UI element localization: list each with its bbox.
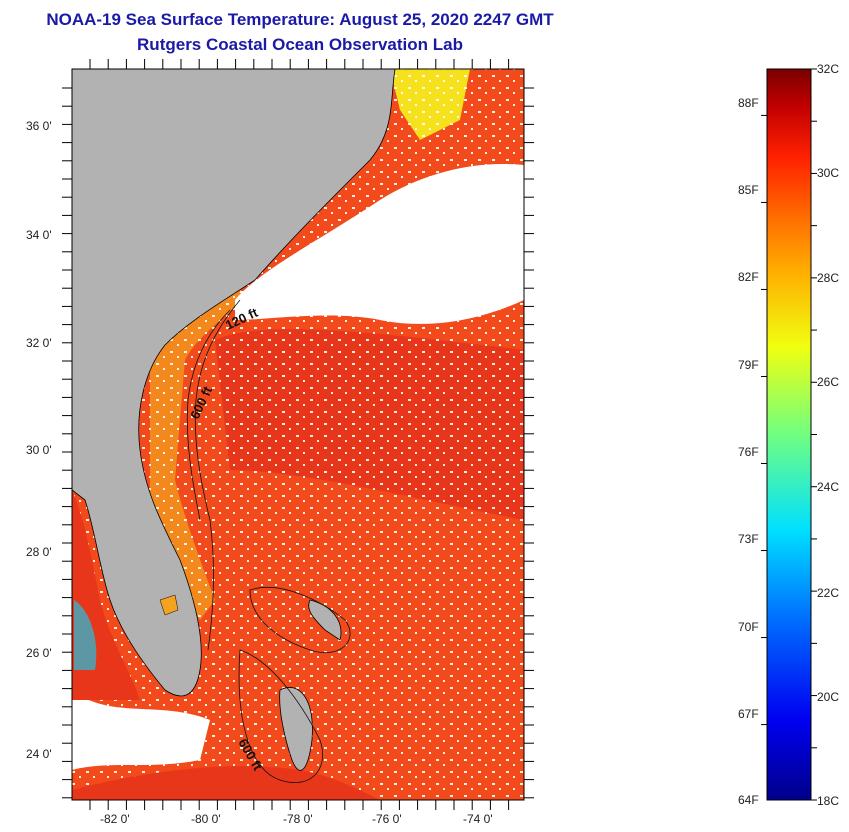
- lat-label: 24 0': [26, 747, 52, 761]
- great-bahama-bank-contour: [238, 649, 323, 783]
- lat-label: 26 0': [26, 646, 52, 660]
- colorbar-f-label: 67F: [738, 707, 759, 721]
- bahama-bank-contour: [249, 586, 351, 654]
- southern-waters: [72, 766, 380, 800]
- colorbar-f-label: 82F: [738, 270, 759, 284]
- map-subtitle: Rutgers Coastal Ocean Observation Lab: [137, 35, 463, 54]
- lat-label: 30 0': [26, 443, 52, 457]
- colorbar-c-label: 26C: [817, 375, 840, 389]
- lon-label: -78 0': [283, 812, 313, 826]
- map-title: NOAA-19 Sea Surface Temperature: August …: [46, 10, 554, 29]
- colorbar-c-label: 24C: [817, 480, 840, 494]
- colorbar-c-label: 28C: [817, 271, 840, 285]
- depth-contour-120ft: [186, 309, 231, 521]
- colorbar-c-label: 22C: [817, 586, 840, 600]
- map-ticks: [62, 59, 534, 810]
- colorbar-c-label: 18C: [817, 794, 840, 808]
- colorbar-c-label: 20C: [817, 690, 840, 704]
- lat-label: 32 0': [26, 336, 52, 350]
- colorbar-c-label: 32C: [817, 62, 840, 76]
- lon-label: -82 0': [100, 812, 130, 826]
- us-landmass: [72, 69, 396, 697]
- colorbar-f-label: 73F: [738, 532, 759, 546]
- map-frame: [71, 68, 525, 801]
- lake-okeechobee: [159, 594, 179, 616]
- colorbar-c-label: 30C: [817, 166, 840, 180]
- colorbar-f-label: 70F: [738, 620, 759, 634]
- lat-label: 34 0': [26, 228, 52, 242]
- colorbar: [766, 68, 812, 801]
- colorbar-f-label: 76F: [738, 445, 759, 459]
- lon-label: -76 0': [372, 812, 402, 826]
- depth-contour-600ft: [194, 299, 241, 651]
- andros-island: [279, 687, 313, 771]
- colorbar-f-label: 64F: [738, 793, 759, 807]
- colorbar-f-label: 85F: [738, 183, 759, 197]
- lon-label: -74 0': [463, 812, 493, 826]
- colorbar-f-label: 79F: [738, 358, 759, 372]
- lat-label: 36 0': [26, 119, 52, 133]
- colorbar-f-label: 88F: [738, 96, 759, 110]
- lon-label: -80 0': [191, 812, 221, 826]
- lat-label: 28 0': [26, 545, 52, 559]
- colorbar-ticks: [761, 68, 817, 801]
- florida-bay-cool: [74, 600, 97, 670]
